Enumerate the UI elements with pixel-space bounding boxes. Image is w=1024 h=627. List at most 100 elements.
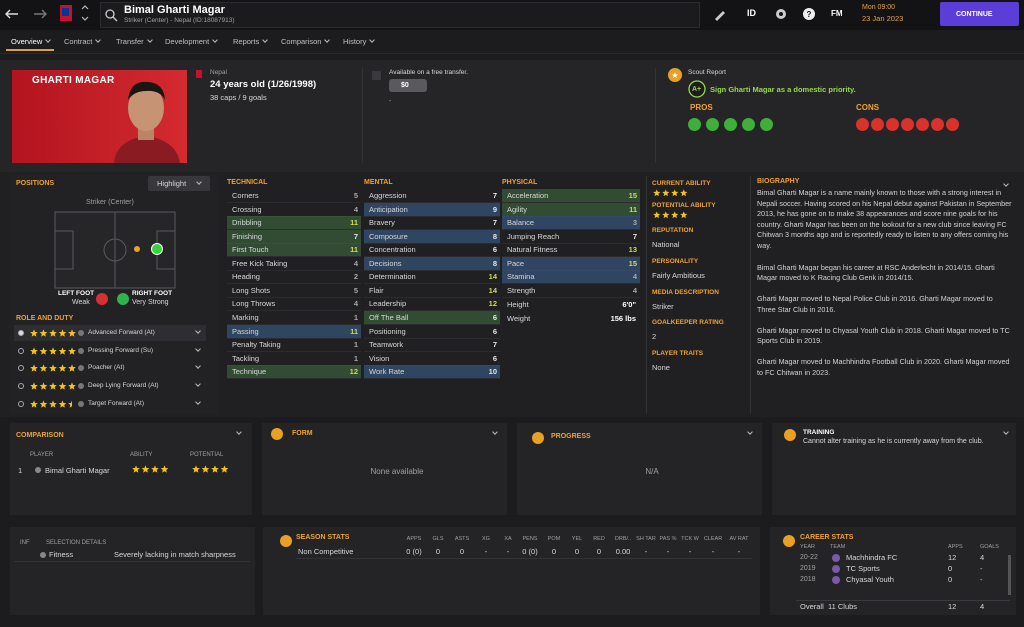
attribute-value: 4 — [353, 299, 358, 309]
attribute-name: Leadership — [369, 299, 407, 309]
radio — [18, 365, 24, 372]
stat-value: 0 — [435, 547, 441, 556]
attribute-value: 7 — [492, 340, 497, 350]
divider — [655, 68, 656, 163]
role-icon — [78, 330, 84, 336]
highlight-button[interactable] — [148, 176, 210, 191]
row-line — [364, 283, 500, 285]
role-icon — [78, 400, 84, 407]
info-title: PERSONALITY — [652, 257, 699, 265]
star-rating — [653, 189, 688, 197]
tab[interactable]: Contract — [64, 37, 93, 46]
attribute-value: 15 — [628, 258, 637, 268]
fee: $0 — [401, 82, 409, 89]
tab[interactable]: History — [343, 37, 367, 46]
biography-title: BIOGRAPHY — [757, 178, 800, 185]
club-badge — [832, 565, 840, 573]
tab[interactable]: Transfer — [116, 37, 144, 46]
career-total: Overall — [800, 602, 824, 611]
tab[interactable]: Comparison — [281, 37, 322, 46]
attribute-name: Strength — [507, 285, 536, 295]
career-cell: 2019 — [800, 565, 816, 572]
tabs-divider — [0, 53, 1024, 54]
tab[interactable]: Development — [165, 37, 210, 46]
attribute-value: 7 — [492, 218, 497, 228]
scout-grade: A+ — [692, 86, 702, 93]
row-line — [796, 600, 1010, 601]
positions-title: POSITIONS — [16, 180, 55, 187]
attribute-name: First Touch — [232, 245, 269, 255]
chevron — [212, 37, 218, 43]
row-line — [502, 269, 640, 271]
icon — [856, 118, 869, 131]
attribute-value: 1 — [353, 312, 358, 322]
attribute-value: 6 — [492, 326, 497, 336]
tab[interactable]: Reports — [233, 37, 260, 46]
transfer-status: Available on a free transfer. — [389, 69, 469, 76]
career-cell: 20-22 — [800, 554, 818, 561]
attribute-name: Positioning — [369, 326, 406, 336]
attribute-value: 4 — [353, 258, 358, 268]
attribute-name: Bravery — [369, 218, 395, 228]
attribute-value: 11 — [350, 245, 358, 255]
attribute-group-title: TECHNICAL — [227, 179, 268, 186]
training-panel — [772, 423, 1016, 515]
fm-button: FM — [831, 9, 843, 18]
panel-title: COMPARISON — [16, 432, 64, 439]
tab[interactable]: Overview — [11, 37, 43, 46]
tab-underline — [6, 49, 54, 51]
scout-title: Scout Report — [688, 69, 726, 76]
column-header: TEAM — [830, 544, 846, 550]
attribute-value: 5 — [353, 191, 358, 200]
star-rating — [653, 211, 688, 219]
icon — [931, 118, 944, 131]
icon — [946, 118, 959, 131]
foot-label: LEFT FOOT — [58, 290, 95, 297]
row-line — [364, 323, 500, 325]
column-header: PENS — [522, 536, 538, 542]
row-line — [364, 256, 500, 258]
career-cell: 4 — [980, 553, 985, 562]
row-line — [364, 310, 500, 312]
attribute-name: Balance — [507, 218, 535, 228]
card-name: GHARTI MAGAR — [32, 75, 115, 86]
stat-value: 0 (0) — [406, 547, 422, 556]
row-line — [227, 296, 361, 298]
column-header: XA — [504, 536, 512, 542]
attribute-name: Jumping Reach — [507, 231, 560, 241]
attribute-name: Marking — [232, 312, 259, 322]
continue-button[interactable] — [940, 2, 1019, 26]
attribute-name: Vision — [369, 353, 390, 363]
column-header: XG — [482, 536, 490, 542]
stat-value: - — [506, 547, 510, 556]
foot-label: RIGHT FOOT — [132, 290, 173, 297]
row-line — [227, 378, 361, 380]
row-line — [227, 215, 361, 217]
info-value: National — [652, 240, 680, 249]
attribute-value: 12 — [488, 299, 497, 309]
attribute-value: 6 — [492, 353, 497, 363]
info-title: REPUTATION — [652, 227, 694, 234]
attribute-name: Stamina — [507, 272, 535, 282]
scout-icons: ★ — [668, 68, 706, 98]
row-line — [502, 296, 640, 298]
bio-divider — [750, 176, 751, 414]
attribute-group-title: PHYSICAL — [502, 179, 538, 186]
career-cell: 12 — [948, 553, 957, 562]
stat-value: - — [737, 547, 741, 556]
attribute-value: 14 — [488, 272, 497, 282]
row-line — [227, 202, 361, 203]
career-cell: Chyasal Youth — [846, 575, 894, 584]
attribute-value: 12 — [349, 367, 358, 377]
attribute-name: Agility — [507, 204, 528, 214]
attribute-value: 13 — [628, 245, 637, 255]
panel-title: FORM — [292, 430, 313, 437]
star-rating — [192, 465, 229, 473]
player-name: Bimal Gharti Magar — [45, 466, 110, 475]
info-value: Fairly Ambitious — [652, 270, 705, 280]
column-header: TCK W — [681, 536, 699, 542]
attribute-highlight — [364, 365, 500, 379]
column-header: AV RAT — [729, 536, 749, 542]
attribute-value: 1 — [353, 353, 358, 363]
physique-value: 6'0" — [622, 300, 636, 309]
